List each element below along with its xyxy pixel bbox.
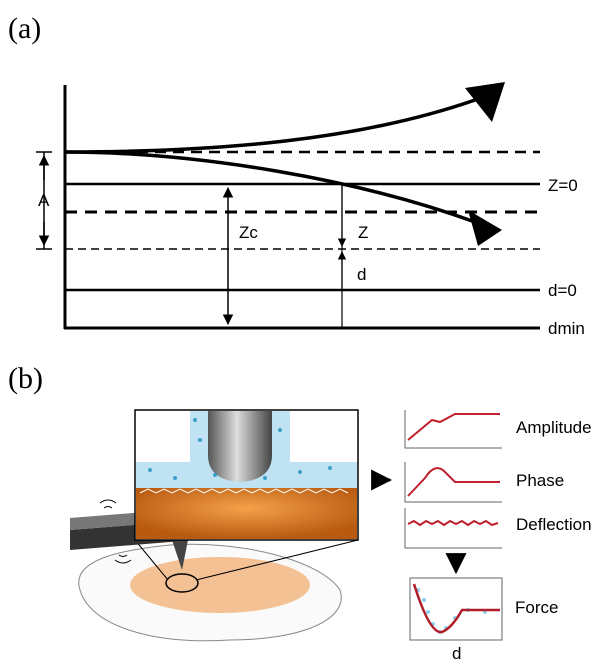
figure: (a) A Zc Z d Z=0 d=0 dmin (b) xyxy=(0,0,600,664)
level-label: Z=0 xyxy=(548,176,578,195)
x-label: d xyxy=(452,644,461,663)
signal-label: Phase xyxy=(516,471,564,490)
level-label: dmin xyxy=(548,319,585,338)
panel-label: (a) xyxy=(8,12,41,45)
signal-label: Force xyxy=(515,598,558,617)
signal-label: Amplitude xyxy=(516,418,592,437)
illustration xyxy=(70,410,456,641)
level-label: d=0 xyxy=(548,281,577,300)
annotation: Z xyxy=(358,223,368,242)
panel-label: (b) xyxy=(8,362,43,395)
schematic-a xyxy=(36,82,540,329)
signal-plots xyxy=(405,410,502,640)
annotation: A xyxy=(38,191,50,210)
annotation: d xyxy=(357,265,366,284)
signal-label: Deflection xyxy=(516,515,592,534)
annotation: Zc xyxy=(239,223,258,242)
